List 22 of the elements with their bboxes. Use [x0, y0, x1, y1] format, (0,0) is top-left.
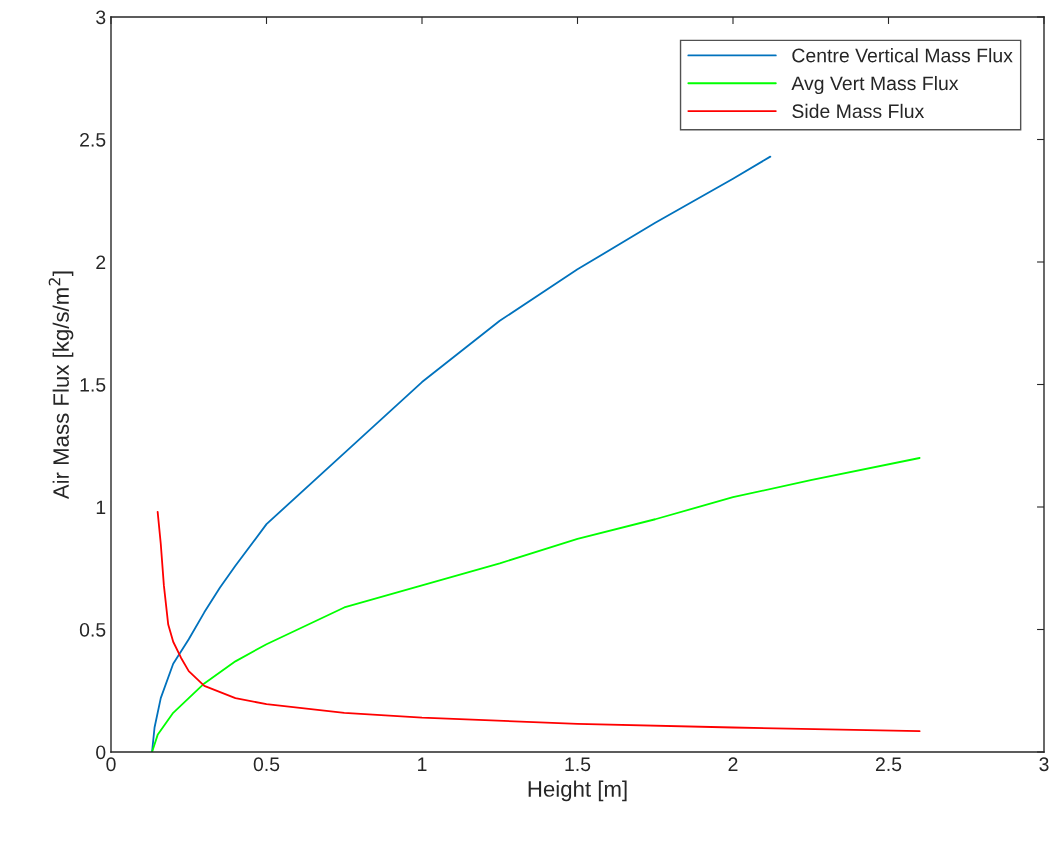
y-tick-label: 2	[96, 255, 106, 270]
x-tick-label: 3	[1039, 757, 1049, 772]
x-tick-label: 0	[106, 757, 116, 772]
y-tick-label: 1	[96, 500, 106, 515]
x-axis-title: Height [m]	[528, 780, 627, 802]
line-series	[156, 510, 921, 733]
x-tick-label: 2	[728, 757, 738, 771]
y-tick-label: 1.5	[80, 378, 106, 392]
y-tick-label: 2.5	[80, 132, 106, 147]
line-series	[151, 457, 921, 752]
x-tick-label: 2.5	[875, 757, 902, 772]
x-tick-label: 1.5	[565, 757, 591, 772]
y-tick-label: 0	[96, 745, 106, 760]
x-tick-label: 1	[418, 757, 427, 771]
line-series	[151, 155, 772, 752]
legend-label: Avg Vert Mass Flux	[791, 75, 959, 95]
y-tick-label: 3	[96, 10, 106, 25]
y-axis-title: Air Mass Flux [kg/s/m$^{2}$]	[48, 271, 74, 500]
x-tick-label: 0.5	[253, 757, 280, 772]
legend-label: Centre Vertical Mass Flux	[792, 48, 1013, 63]
y-tick-label: 0.5	[79, 622, 106, 637]
legend-label: Side Mass Flux	[792, 103, 925, 119]
